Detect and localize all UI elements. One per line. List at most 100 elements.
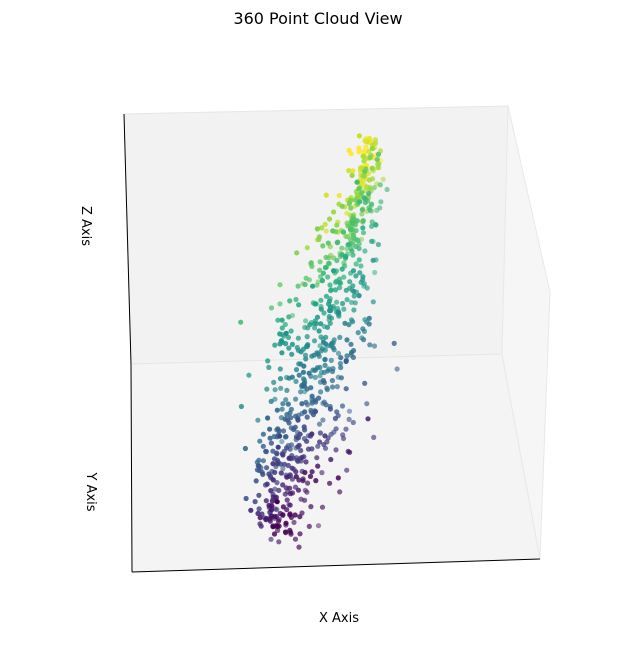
scatter-point (287, 485, 293, 491)
scatter-point (369, 223, 375, 229)
scatter-point (334, 257, 340, 264)
scatter-point (287, 502, 293, 508)
scatter-point (295, 283, 301, 289)
scatter-point (370, 257, 376, 263)
scatter-point (355, 237, 361, 243)
scatter-point (366, 315, 372, 321)
scatter-point (274, 480, 280, 486)
scatter-point (316, 395, 322, 401)
scatter-point (279, 317, 285, 323)
scatter-point (274, 451, 280, 457)
scatter-point (329, 368, 336, 375)
scatter-point (330, 345, 336, 351)
y-axis-line (130, 363, 133, 573)
scatter-point (246, 372, 252, 378)
scatter-point (346, 147, 352, 153)
scatter-point (317, 267, 323, 273)
scatter-point (297, 531, 303, 537)
scatter-point (377, 205, 383, 211)
scatter-point (314, 314, 321, 320)
scatter-point (372, 269, 378, 276)
scatter-point (276, 428, 282, 434)
scatter-point (308, 260, 314, 266)
scatter-point (303, 318, 309, 324)
scatter-point (284, 474, 290, 480)
scatter-point (356, 133, 362, 139)
scatter-point (308, 407, 314, 413)
scatter-point (358, 263, 364, 269)
scatter-point (317, 439, 323, 445)
scatter-point (351, 293, 357, 299)
scatter-point (377, 182, 383, 188)
scatter-point (328, 357, 334, 363)
scatter-point (323, 192, 329, 198)
scatter-point (277, 282, 283, 288)
scatter-point (296, 442, 302, 448)
scatter-point (318, 297, 324, 303)
scatter-point (369, 145, 375, 151)
scatter-point (252, 499, 258, 505)
scatter-point (339, 403, 346, 409)
scatter-point (275, 518, 282, 524)
scatter-point (356, 149, 362, 155)
scatter-point (346, 416, 352, 422)
scatter-point (340, 229, 347, 235)
scatter-point (350, 168, 356, 174)
scatter-point (323, 228, 329, 234)
scatter-point (298, 349, 304, 355)
scatter-point (366, 190, 372, 197)
scatter-point (369, 165, 375, 172)
y-axis-label: Y Axis (83, 471, 98, 511)
scatter-point (238, 319, 244, 325)
scatter-point (318, 321, 324, 327)
scatter-point (360, 326, 366, 332)
scatter-point (274, 507, 280, 513)
scatter-point (312, 374, 318, 380)
scatter-point (296, 372, 302, 378)
scatter-point (275, 317, 281, 323)
scatter-point (284, 387, 290, 393)
scatter-point (260, 458, 266, 464)
scatter-point (338, 355, 344, 361)
scatter-point (281, 461, 288, 467)
scatter-point (351, 288, 357, 294)
scatter-point (312, 408, 319, 415)
scatter-point (375, 151, 382, 157)
scatter-point (320, 377, 326, 384)
scatter-point (299, 401, 305, 407)
scatter-point (271, 379, 277, 385)
scatter-point (354, 179, 360, 185)
scatter-point (283, 330, 289, 336)
scatter-point (279, 438, 285, 445)
scatter-point (322, 362, 328, 368)
scatter-point (361, 337, 367, 343)
scatter-point (280, 452, 286, 458)
scatter-point (321, 310, 327, 316)
scatter-point (334, 384, 340, 390)
scatter-point (256, 467, 262, 474)
scatter-point (257, 438, 263, 444)
scatter-point (308, 504, 314, 510)
scatter-point (303, 275, 309, 281)
scatter-point (317, 259, 323, 265)
scatter-point (289, 341, 295, 347)
scatter-point (282, 321, 288, 328)
scatter-point (348, 299, 355, 305)
scatter-point (316, 421, 323, 427)
scatter-point (302, 469, 308, 476)
scatter-point (334, 222, 340, 228)
scatter-point (327, 406, 333, 412)
scatter-point (322, 265, 329, 271)
scatter-point (286, 314, 292, 320)
scatter-point (305, 342, 311, 348)
scatter-point (272, 469, 278, 475)
scatter-point (284, 497, 290, 503)
scatter-point (304, 245, 310, 251)
scatter-point (256, 492, 262, 498)
scatter-point (331, 209, 337, 215)
scatter-point (313, 478, 319, 484)
scatter-point (327, 480, 333, 486)
scatter-point (326, 298, 333, 304)
scatter-point (324, 324, 331, 330)
scatter-point (350, 220, 356, 226)
